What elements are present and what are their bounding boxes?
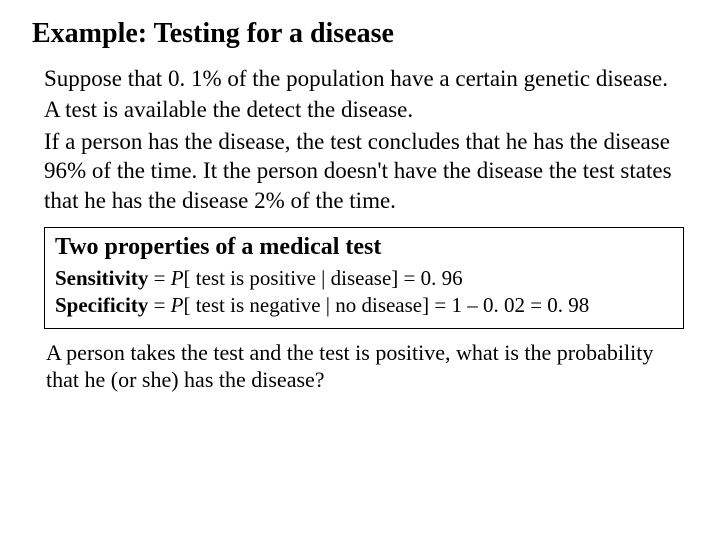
- closing-question: A person takes the test and the test is …: [46, 339, 688, 394]
- sensitivity-P: P: [171, 266, 184, 290]
- specificity-condition: [ test is negative | no disease] = 1 – 0…: [183, 293, 589, 317]
- specificity-label: Specificity: [55, 293, 148, 317]
- box-title: Two properties of a medical test: [55, 234, 673, 261]
- paragraph-3: If a person has the disease, the test co…: [44, 127, 688, 215]
- sensitivity-label: Sensitivity: [55, 266, 148, 290]
- sensitivity-line: Sensitivity = P[ test is positive | dise…: [55, 265, 673, 292]
- properties-box: Two properties of a medical test Sensiti…: [44, 227, 684, 329]
- specificity-P: P: [171, 293, 184, 317]
- paragraph-2: A test is available the detect the disea…: [44, 95, 688, 124]
- slide-title: Example: Testing for a disease: [32, 18, 688, 50]
- slide-container: Example: Testing for a disease Suppose t…: [0, 0, 720, 414]
- sensitivity-condition: [ test is positive | disease] = 0. 96: [184, 266, 463, 290]
- body-text: Suppose that 0. 1% of the population hav…: [44, 64, 688, 215]
- sensitivity-eq-prefix: =: [148, 266, 170, 290]
- paragraph-1: Suppose that 0. 1% of the population hav…: [44, 64, 688, 93]
- specificity-eq-prefix: =: [148, 293, 170, 317]
- specificity-line: Specificity = P[ test is negative | no d…: [55, 292, 673, 319]
